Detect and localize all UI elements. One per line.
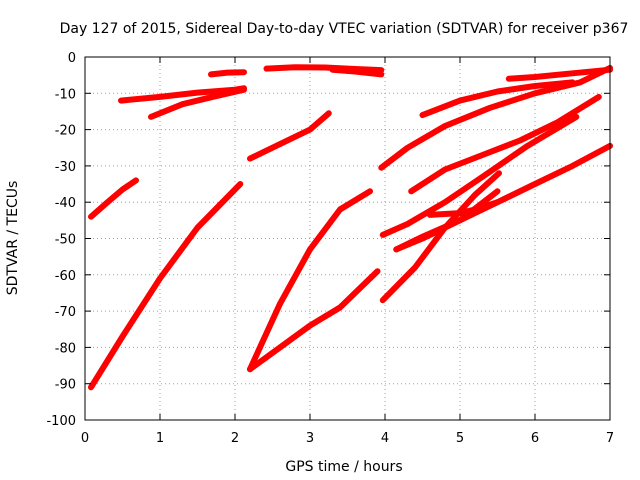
x-tick-label: 4 — [381, 431, 389, 446]
y-tick-label: -80 — [55, 341, 76, 356]
y-tick-label: -30 — [55, 160, 76, 175]
series-line-8 — [329, 66, 385, 78]
series-line-15 — [379, 113, 580, 238]
x-tick-label: 0 — [81, 431, 89, 446]
y-tick-label: -100 — [46, 414, 76, 429]
x-tick-label: 7 — [606, 431, 614, 446]
x-tick-label: 1 — [156, 431, 164, 446]
series-line-12 — [505, 66, 613, 82]
x-axis-title: GPS time / hours — [285, 459, 402, 475]
series-line-5 — [208, 69, 247, 78]
series-line-10 — [247, 268, 381, 373]
x-tick-label: 2 — [231, 431, 239, 446]
x-tick-label: 5 — [456, 431, 464, 446]
series-line-17 — [379, 170, 502, 304]
y-tick-label: -60 — [55, 269, 76, 284]
series-line-14 — [408, 93, 602, 195]
series-line-11 — [378, 64, 613, 171]
y-tick-label: -20 — [55, 124, 76, 139]
series-line-19 — [427, 199, 501, 218]
y-tick-label: -70 — [55, 305, 76, 320]
y-tick-label: -10 — [55, 87, 76, 102]
y-tick-label: -50 — [55, 233, 76, 248]
x-tick-label: 6 — [531, 431, 539, 446]
chart-title: Day 127 of 2015, Sidereal Day-to-day VTE… — [60, 21, 629, 37]
series-layer — [88, 64, 613, 391]
series-line-9 — [247, 188, 373, 373]
x-tick-label: 3 — [306, 431, 314, 446]
series-line-1 — [88, 177, 139, 220]
series-line-13 — [419, 79, 576, 119]
series-line-6 — [247, 110, 332, 162]
series-line-4 — [148, 86, 247, 120]
y-tick-label: 0 — [68, 51, 76, 66]
series-line-2 — [88, 181, 244, 391]
y-axis-title: SDTVAR / TECUs — [5, 181, 21, 296]
tick-layer: 0 1 2 3 4 5 6 7 0 -10 -20 -30 -40 -50 -60 -70 -80 -90 -100 — [46, 51, 614, 446]
y-tick-label: -90 — [55, 378, 76, 393]
y-tick-label: -40 — [55, 196, 76, 211]
series-line-7 — [263, 64, 385, 74]
